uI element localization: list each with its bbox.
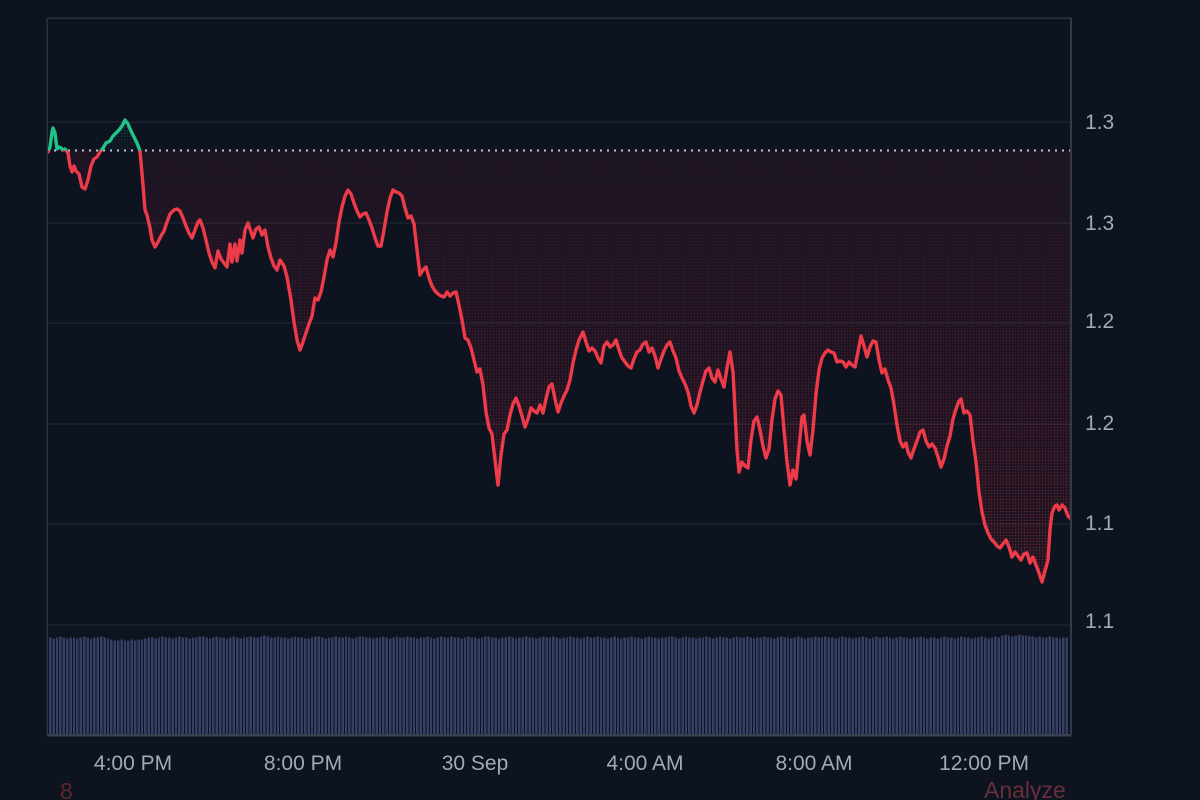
x-axis-label: 4:00 PM (93, 752, 173, 775)
y-axis-label: 1.3 (1085, 212, 1115, 235)
volume-bars (49, 634, 1068, 735)
x-axis-label: 12:00 PM (939, 752, 1029, 775)
x-axis-label: 30 Sep (441, 752, 509, 775)
halftone-fill-down (48, 150, 1071, 582)
y-axis-label: 1.3 (1085, 111, 1115, 134)
watermark-analyze: Analyze (984, 777, 1066, 800)
watermark-fragment: 8 (60, 778, 73, 800)
y-axis-label: 1.1 (1085, 512, 1115, 535)
y-axis-label: 1.2 (1085, 310, 1115, 333)
y-axis-label: 1.1 (1085, 610, 1115, 633)
chart-borders (46, 17, 1072, 737)
x-axis-label: 4:00 AM (606, 752, 684, 775)
price-line-down (47, 150, 1071, 584)
x-axis-label: 8:00 AM (775, 752, 853, 775)
y-axis-label: 1.2 (1085, 412, 1115, 435)
x-axis-label: 8:00 PM (263, 752, 343, 775)
